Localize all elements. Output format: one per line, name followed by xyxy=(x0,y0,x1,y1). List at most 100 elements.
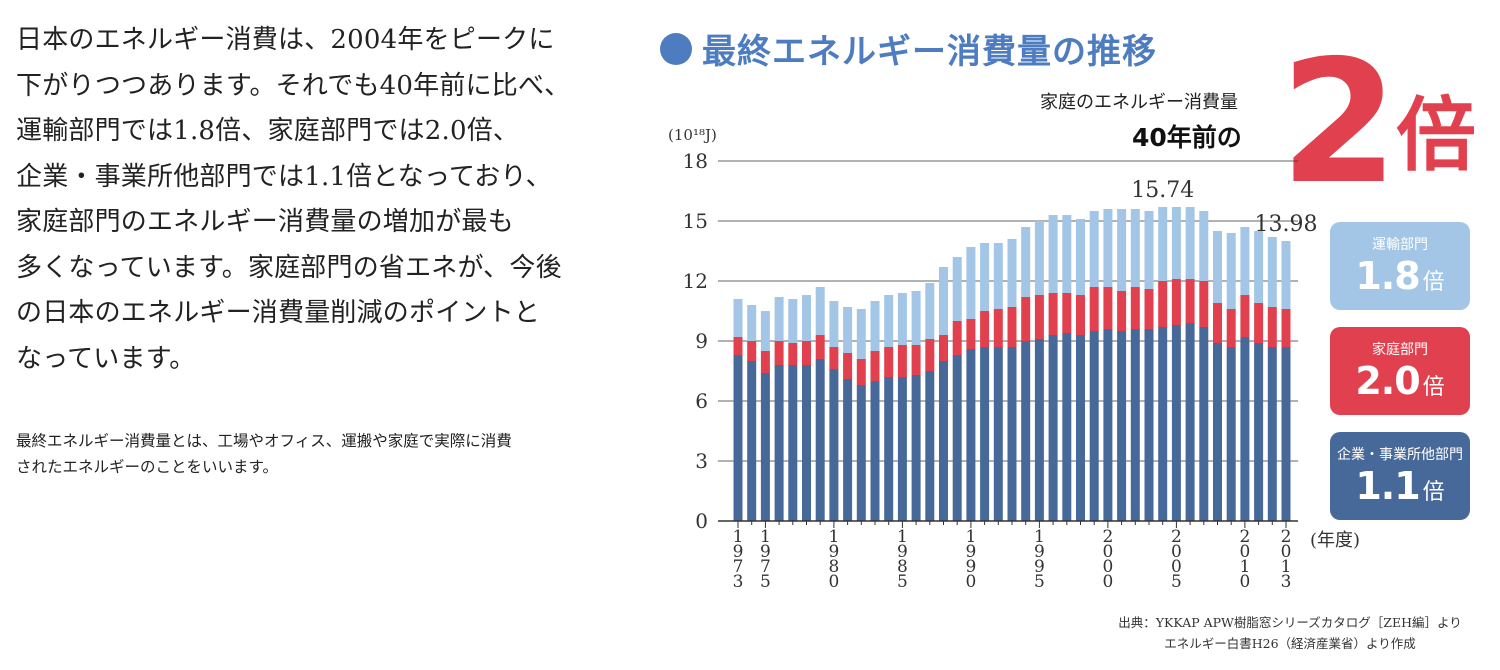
source-line: エネルギー白書H26（経済産業省）より作成 xyxy=(1164,636,1416,651)
bar-segment-transport xyxy=(815,287,825,335)
bar-segment-business xyxy=(1007,347,1017,521)
badge-business: 企業・事業所他部門 1.1 倍 xyxy=(1330,432,1470,520)
bar-segment-transport xyxy=(1021,227,1031,297)
bar-segment-household xyxy=(1213,303,1222,343)
body-text: 日本のエネルギー消費は、2004年をピークに 下がりつつあります。それでも40年… xyxy=(16,18,616,382)
bar-segment-household xyxy=(1062,293,1072,333)
bar-segment-transport xyxy=(884,295,894,347)
bar-segment-household xyxy=(733,337,743,355)
bar-segment-household xyxy=(1240,295,1250,337)
note-line: 最終エネルギー消費量とは、工場やオフィス、運搬や家庭で実際に消費 xyxy=(16,432,512,450)
bar-segment-household xyxy=(993,309,1003,347)
body-text-line: の日本のエネルギー消費量削減のポイントと xyxy=(16,298,541,328)
bar-segment-household xyxy=(1117,291,1127,331)
bar-segment-business xyxy=(952,355,962,521)
bar-segment-household xyxy=(1199,281,1209,327)
bar-segment-transport xyxy=(1281,241,1291,309)
bar-segment-business xyxy=(870,381,880,521)
bar-segment-business xyxy=(911,375,921,521)
bar-segment-business xyxy=(788,365,798,521)
bar-segment-transport xyxy=(911,291,921,345)
x-axis-label: (年度) xyxy=(1310,530,1360,551)
chart-labels: 0 3 6 9 12 15 18 (10¹⁸J) 1 9 7 3 1 9 7 5 1 9 8 0 1 9 8 5 1 9 9 0 1 9 9… xyxy=(668,126,1360,592)
bar-segment-business xyxy=(1199,327,1209,521)
badge-unit: 倍 xyxy=(1422,270,1445,295)
bar-segment-transport xyxy=(1117,209,1127,291)
badge-label: 運輸部門 xyxy=(1372,237,1428,253)
y-tick-label: 15 xyxy=(683,209,708,233)
bar-segment-household xyxy=(1281,309,1291,347)
bar-segment-business xyxy=(1185,323,1195,521)
bar-segment-household xyxy=(843,353,853,379)
bar-segment-household xyxy=(980,311,990,347)
bar-segment-business xyxy=(1048,335,1058,521)
bar-segment-business xyxy=(925,371,935,521)
bar-segment-transport xyxy=(1213,231,1222,303)
definition-note: 最終エネルギー消費量とは、工場やオフィス、運搬や家庭で実際に消費 されたエネルギ… xyxy=(16,428,616,480)
source-citation: 出典：YKKAP APW樹脂窓シリーズカタログ［ZEH編］より エネルギー白書H… xyxy=(1100,612,1480,654)
bar-segment-transport xyxy=(980,243,990,311)
bar-segment-business xyxy=(1144,329,1154,521)
bar-segment-household xyxy=(911,345,921,375)
bar-segment-household xyxy=(1267,307,1277,347)
bar-segment-business xyxy=(774,365,784,521)
bar-segment-business xyxy=(1034,339,1044,521)
bar-segment-transport xyxy=(856,309,866,359)
body-text-line: 家庭部門のエネルギー消費量の増加が最も xyxy=(16,207,514,237)
bar-segment-household xyxy=(802,341,811,365)
badge-value: 1.8 xyxy=(1355,254,1420,298)
bar-segment-business xyxy=(1226,347,1236,521)
bar-segment-business xyxy=(733,355,743,521)
bar-segment-household xyxy=(966,319,976,349)
bar-segment-business xyxy=(939,361,948,521)
bar-segment-transport xyxy=(802,295,811,341)
headline-main: 40年前の xyxy=(1132,123,1242,152)
headline-subtitle: 家庭のエネルギー消費量 xyxy=(1040,92,1238,113)
bar-segment-household xyxy=(1130,287,1140,329)
headline-unit: 倍 xyxy=(1396,88,1476,182)
bar-segment-household xyxy=(1226,309,1236,347)
chart-bars xyxy=(733,207,1291,521)
bar-segment-transport xyxy=(1048,215,1058,293)
bar-segment-business xyxy=(980,347,990,521)
bar-segment-household xyxy=(760,351,770,373)
bar-segment-transport xyxy=(952,257,962,321)
headline-multiplier: 2 xyxy=(1280,24,1399,222)
bar-segment-transport xyxy=(993,243,1003,309)
bar-segment-household xyxy=(952,321,962,355)
badge-transport: 運輸部門 1.8 倍 xyxy=(1330,222,1470,310)
bar-segment-business xyxy=(1171,325,1181,521)
bar-segment-business xyxy=(1267,347,1277,521)
bar-segment-transport xyxy=(843,307,853,353)
bar-segment-household xyxy=(1034,295,1044,339)
bar-segment-household xyxy=(1089,287,1099,331)
y-tick-label: 3 xyxy=(695,449,708,473)
bar-segment-transport xyxy=(1062,215,1072,293)
bar-segment-business xyxy=(1158,327,1168,521)
badge-unit: 倍 xyxy=(1422,375,1445,400)
y-tick-label: 12 xyxy=(683,269,708,293)
bar-segment-business xyxy=(843,379,853,521)
bar-segment-household xyxy=(856,359,866,385)
bar-segment-household xyxy=(1007,307,1017,347)
y-unit-label: (10¹⁸J) xyxy=(668,126,717,144)
bar-segment-transport xyxy=(1007,239,1017,307)
data-label: 15.74 xyxy=(1131,178,1194,203)
bar-segment-business xyxy=(1076,335,1085,521)
bar-segment-household xyxy=(788,343,798,365)
bar-segment-business xyxy=(829,369,839,521)
bar-segment-transport xyxy=(1185,207,1195,279)
bar-segment-business xyxy=(760,373,770,521)
bar-segment-business xyxy=(1021,341,1031,521)
bar-segment-transport xyxy=(925,283,935,339)
bar-segment-business xyxy=(1089,331,1099,521)
body-text-line: なっています。 xyxy=(16,343,196,374)
bar-segment-transport xyxy=(1089,211,1099,287)
bar-segment-transport xyxy=(897,293,907,345)
bar-segment-transport xyxy=(1144,211,1154,289)
bar-segment-transport xyxy=(788,299,798,343)
